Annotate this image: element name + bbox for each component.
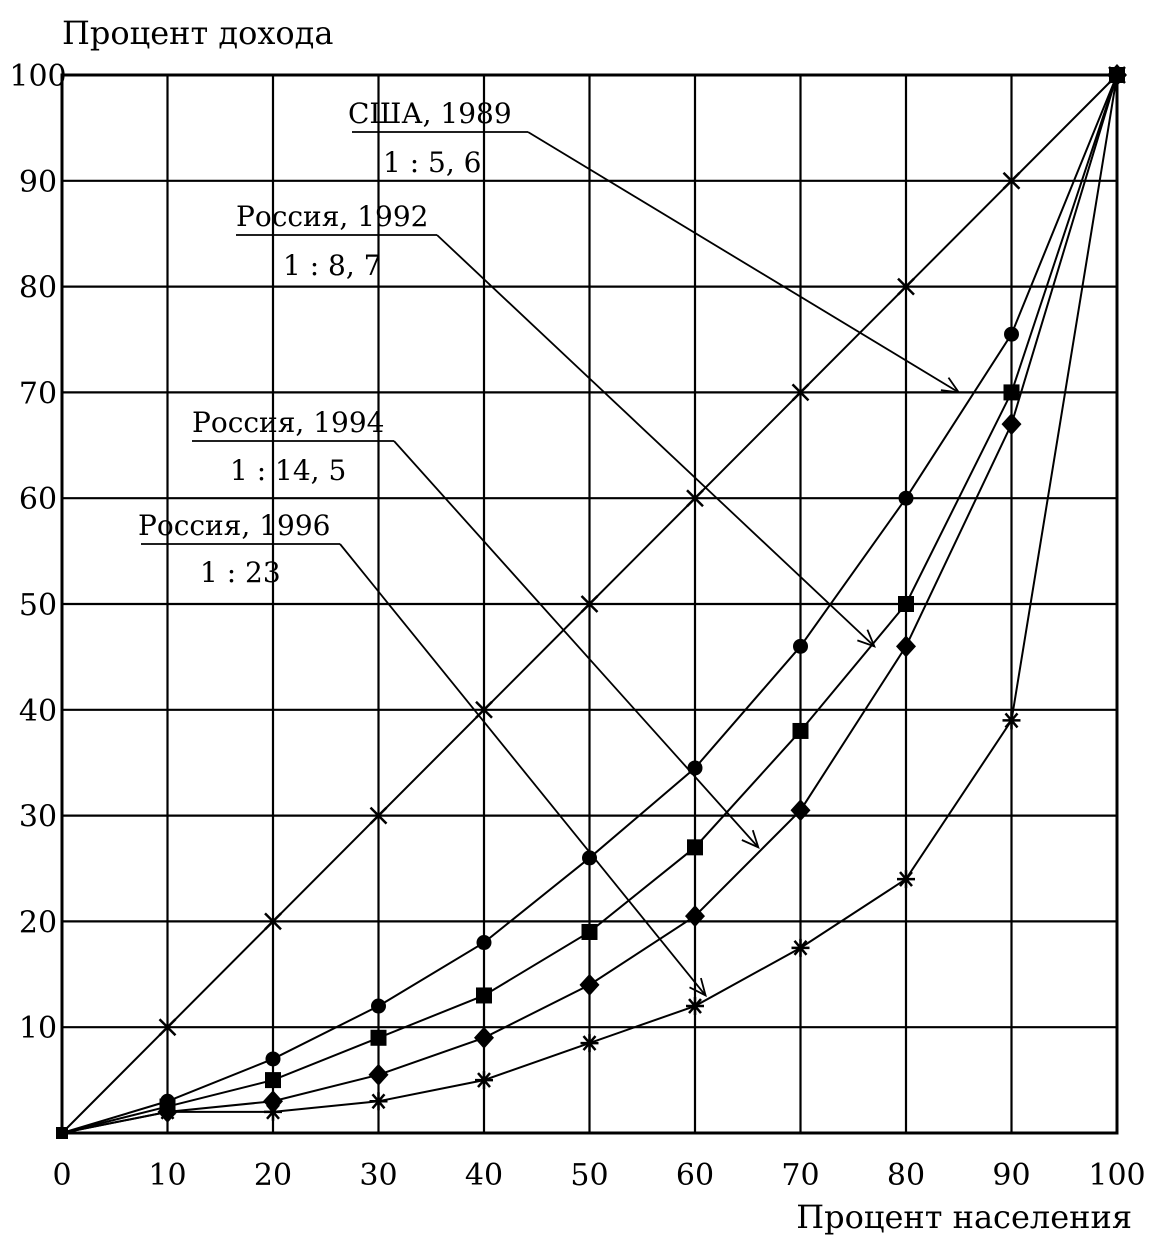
data-point-diamond bbox=[1001, 413, 1022, 436]
data-point-diamond bbox=[685, 905, 705, 928]
x-tick-label: 40 bbox=[465, 1158, 503, 1193]
data-point-circle bbox=[371, 998, 386, 1014]
data-point-circle bbox=[687, 760, 703, 776]
data-point-cross bbox=[475, 700, 493, 719]
data-point-cross bbox=[580, 595, 599, 613]
annotation-arrow bbox=[436, 234, 875, 647]
data-point-star bbox=[1002, 711, 1021, 730]
x-tick-label: 30 bbox=[359, 1158, 397, 1193]
x-tick-label: 90 bbox=[992, 1158, 1030, 1193]
arrow-head bbox=[741, 829, 760, 849]
y-tick-label: 80 bbox=[19, 271, 57, 306]
data-point-star bbox=[897, 870, 915, 889]
data-point-diamond bbox=[368, 1063, 389, 1086]
annotation-label: Россия, 1996 bbox=[138, 509, 330, 542]
x-tick-label: 80 bbox=[887, 1158, 925, 1193]
data-point-star bbox=[580, 1034, 599, 1053]
data-point-diamond bbox=[790, 799, 811, 822]
annotation-arrow bbox=[393, 440, 759, 848]
x-tick-label: 0 bbox=[52, 1158, 71, 1193]
annotation-ratio: 1 : 8, 7 bbox=[283, 249, 381, 282]
data-point-star bbox=[369, 1092, 388, 1111]
y-tick-label: 90 bbox=[19, 165, 57, 200]
data-point-circle bbox=[793, 638, 808, 654]
data-point-square bbox=[792, 722, 809, 739]
data-point-cross bbox=[686, 489, 704, 508]
y-tick-label: 10 bbox=[19, 1011, 57, 1046]
x-tick-label: 20 bbox=[254, 1158, 292, 1193]
data-point-diamond bbox=[896, 635, 916, 658]
y-tick-label: 60 bbox=[19, 482, 57, 517]
annotation-label: Россия, 1992 bbox=[236, 200, 428, 233]
arrow-head bbox=[857, 629, 876, 648]
data-point-star bbox=[686, 997, 704, 1016]
data-point-cross bbox=[369, 806, 388, 825]
annotation-label: США, 1989 bbox=[348, 97, 512, 130]
data-point-circle bbox=[1004, 326, 1019, 342]
data-point-circle bbox=[582, 850, 597, 866]
data-point-circle bbox=[265, 1051, 281, 1067]
y-axis-title: Процент дохода bbox=[62, 14, 333, 52]
annotation-arrow bbox=[527, 131, 960, 394]
data-point-circle bbox=[476, 935, 492, 951]
y-tick-label: 50 bbox=[19, 588, 57, 623]
annotation-arrow bbox=[339, 543, 707, 997]
plot-frame bbox=[60, 73, 1119, 1135]
annotation-ratio: 1 : 14, 5 bbox=[230, 454, 346, 487]
data-point-diamond bbox=[579, 973, 600, 996]
annotation-ratio: 1 : 5, 6 bbox=[383, 146, 481, 179]
annotation-ratio: 1 : 23 bbox=[200, 556, 281, 589]
data-point-circle bbox=[898, 490, 914, 506]
y-tick-label: 30 bbox=[19, 800, 57, 835]
x-tick-label: 100 bbox=[1088, 1158, 1145, 1193]
annotations: США, 1989 1 : 5, 6 Россия, 1992 1 : 8, 7 Рос… bbox=[138, 97, 961, 998]
data-point-square bbox=[1003, 384, 1020, 401]
x-tick-label: 10 bbox=[148, 1158, 186, 1193]
data-point-cross bbox=[897, 277, 915, 296]
tick-labels: 0 10 20 30 40 50 60 70 80 90 100 10 20 30 40 50 60 70 80 90… bbox=[9, 59, 1145, 1193]
data-point-star bbox=[475, 1071, 493, 1090]
data-point-cross bbox=[1002, 171, 1021, 190]
arrow-head bbox=[689, 977, 707, 998]
data-point-square bbox=[687, 839, 703, 856]
origin-point bbox=[56, 1127, 68, 1139]
series-cross bbox=[61, 66, 1126, 1134]
y-tick-label: 40 bbox=[19, 694, 57, 729]
data-point-star bbox=[791, 938, 810, 957]
data-point-square bbox=[581, 923, 598, 940]
x-tick-label: 50 bbox=[570, 1158, 608, 1193]
data-point-square bbox=[476, 987, 492, 1004]
data-point-square bbox=[898, 596, 914, 612]
x-tick-label: 70 bbox=[781, 1158, 819, 1193]
series-group bbox=[56, 64, 1127, 1139]
data-point-diamond bbox=[474, 1026, 494, 1049]
x-tick-label: 60 bbox=[676, 1158, 714, 1193]
data-point-square bbox=[265, 1072, 281, 1089]
arrow-head bbox=[940, 377, 961, 394]
y-tick-label: 20 bbox=[19, 905, 57, 940]
y-tick-label: 100 bbox=[9, 59, 66, 94]
data-point-star bbox=[1108, 66, 1126, 84]
data-point-square bbox=[370, 1029, 387, 1046]
x-axis-title: Процент населения bbox=[796, 1198, 1132, 1236]
y-tick-label: 70 bbox=[19, 376, 57, 411]
annotation-label: Россия, 1994 bbox=[192, 406, 384, 439]
data-point-cross bbox=[158, 1018, 177, 1037]
data-point-star bbox=[158, 1102, 177, 1121]
series-star bbox=[61, 66, 1126, 1134]
data-point-star bbox=[264, 1102, 282, 1121]
data-point-cross bbox=[791, 383, 810, 402]
data-point-cross bbox=[264, 912, 282, 931]
